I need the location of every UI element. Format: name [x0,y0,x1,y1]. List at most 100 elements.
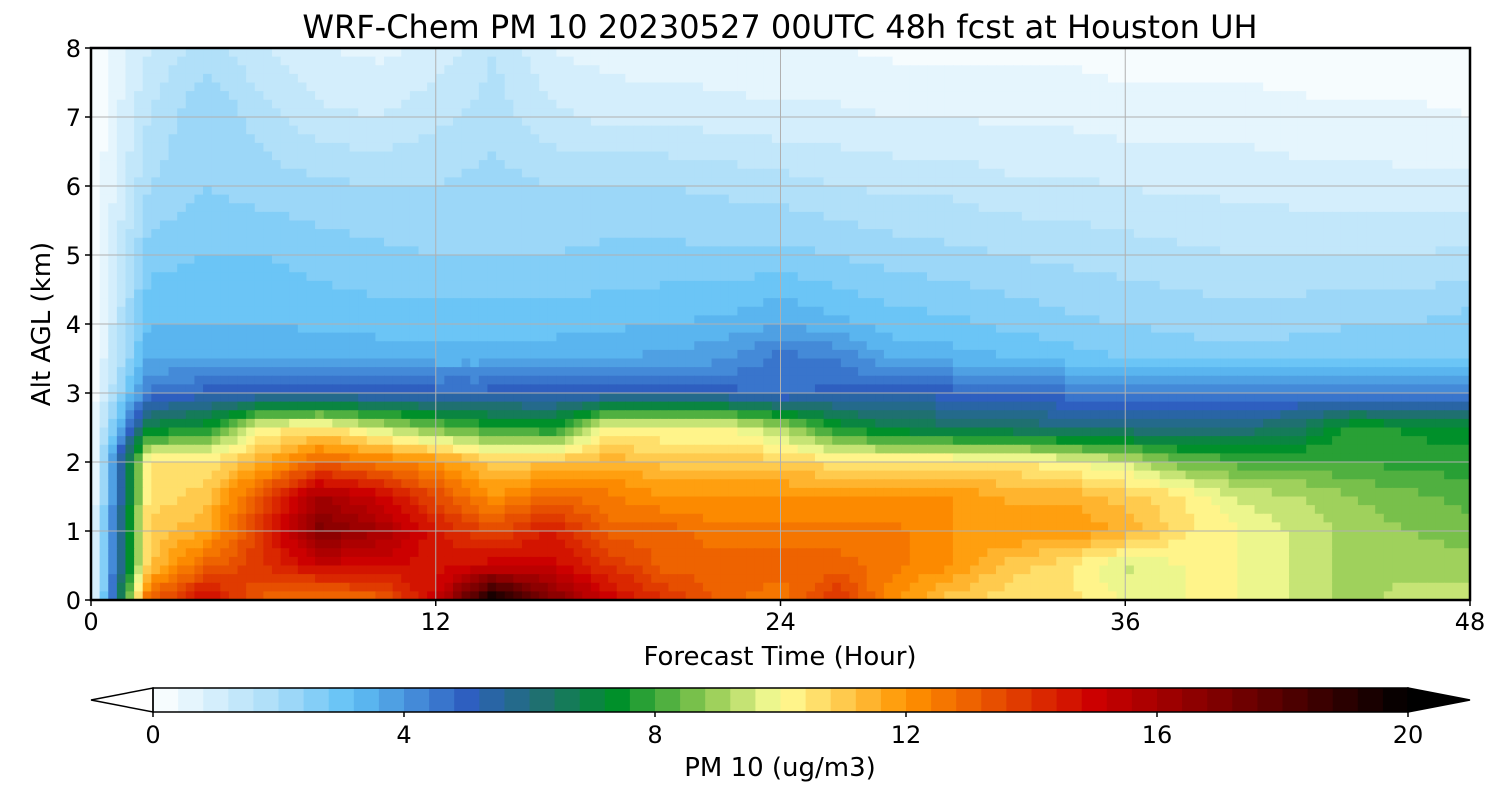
heatmap-cell [685,289,695,299]
heatmap-cell [220,91,230,101]
heatmap-cell [892,272,902,282]
heatmap-cell [1323,255,1333,265]
heatmap-cell [1435,99,1445,109]
heatmap-cell [220,255,230,265]
heatmap-cell [1375,99,1385,109]
heatmap-cell [1366,306,1376,316]
heatmap-cell [720,177,730,187]
heatmap-cell [125,229,135,239]
heatmap-cell [763,134,773,144]
heatmap-cell [1099,91,1109,101]
heatmap-cell [1289,220,1299,230]
heatmap-cell [901,255,911,265]
heatmap-cell [1004,211,1014,222]
heatmap-cell [771,289,782,299]
heatmap-cell [1392,56,1402,66]
heatmap-cell [944,56,954,66]
heatmap-cell [737,125,747,135]
heatmap-cell [987,280,997,291]
heatmap-cell [582,48,592,58]
heatmap-cell [237,211,247,222]
heatmap-cell [1332,168,1342,178]
heatmap-cell [1228,229,1238,239]
heatmap-cell [1176,211,1187,222]
heatmap-cell [116,246,127,256]
heatmap-cell [1461,263,1470,273]
heatmap-cell [263,91,273,101]
heatmap-cell [633,194,644,204]
heatmap-cell [1142,229,1152,239]
heatmap-cell [1082,91,1092,101]
heatmap-cell [1108,220,1118,230]
heatmap-cell [1401,237,1411,247]
heatmap-cell [349,168,359,178]
heatmap-cell [1228,289,1238,299]
heatmap-cell [1082,255,1092,265]
heatmap-cell [642,177,652,187]
heatmap-cell [1306,289,1316,299]
heatmap-cell [651,298,661,308]
heatmap-cell [332,108,342,118]
heatmap-cell [263,306,273,316]
heatmap-cell [797,151,807,161]
heatmap-cell [1271,186,1281,196]
heatmap-cell [384,82,394,92]
heatmap-cell [832,194,842,204]
heatmap-cell [1375,229,1385,239]
heatmap-cell [246,220,256,230]
heatmap-cell [1082,73,1092,84]
heatmap-cell [125,48,135,58]
heatmap-cell [177,246,187,256]
heatmap-cell [927,82,937,92]
heatmap-cell [237,203,247,213]
heatmap-cell [125,151,135,161]
heatmap-cell [935,237,945,247]
heatmap-cell [427,65,437,75]
heatmap-cell [961,56,971,66]
heatmap-cell [116,56,127,66]
heatmap-cell [1116,160,1126,170]
heatmap-cell [711,142,721,153]
heatmap-cell [608,211,618,222]
heatmap-cell [487,56,497,66]
heatmap-cell [883,91,894,101]
heatmap-cell [573,220,583,230]
heatmap-cell [547,280,558,291]
heatmap-cell [271,255,282,265]
heatmap-cell [668,134,678,144]
heatmap-cell [91,134,101,144]
heatmap-cell [159,255,170,265]
heatmap-cell [659,246,670,256]
heatmap-cell [220,315,230,325]
heatmap-cell [340,177,351,187]
heatmap-cell [1099,177,1109,187]
heatmap-cell [1004,160,1014,170]
heatmap-cell [927,56,937,66]
heatmap-cell [702,237,713,247]
heatmap-cell [1418,134,1428,144]
heatmap-cell [806,186,816,196]
heatmap-cell [254,142,264,153]
heatmap-cell [470,73,480,84]
heatmap-cell [487,289,497,299]
heatmap-cell [521,211,532,222]
heatmap-cell [1237,289,1247,299]
heatmap-cell [875,65,885,75]
heatmap-cell [573,142,583,153]
heatmap-cell [1159,151,1169,161]
heatmap-cell [323,56,333,66]
heatmap-cell [590,306,601,316]
heatmap-cell [1383,237,1394,247]
heatmap-cell [1375,125,1385,135]
heatmap-cell [771,151,782,161]
heatmap-cell [918,125,928,135]
heatmap-cell [858,280,868,291]
heatmap-cell [1349,160,1359,170]
heatmap-cell [1280,168,1290,178]
heatmap-cell [289,298,299,308]
heatmap-cell [246,91,256,101]
heatmap-cell [651,280,661,291]
heatmap-cell [1409,56,1419,66]
heatmap-cell [1064,280,1075,291]
heatmap-cell [737,82,747,92]
